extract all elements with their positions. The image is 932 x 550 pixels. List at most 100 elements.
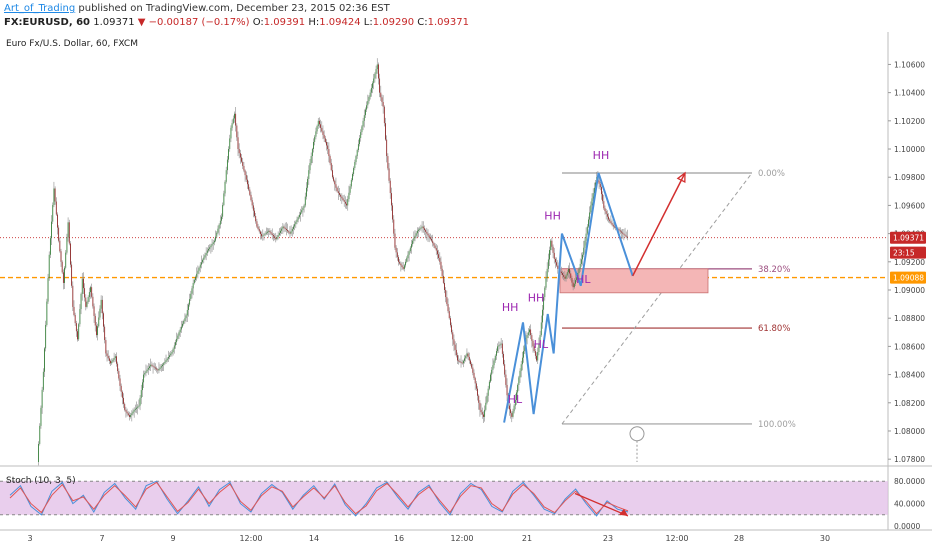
- candle-body: [114, 356, 116, 359]
- candle-body: [52, 205, 54, 222]
- candle-body: [327, 145, 329, 150]
- swing-zigzag: [503, 172, 634, 423]
- y-tick-label: 1.09000: [894, 286, 925, 295]
- candle-body: [159, 367, 161, 369]
- candle-body: [86, 301, 88, 307]
- fib-level-label: 61.80%: [758, 324, 790, 334]
- x-tick-label: 14: [309, 534, 319, 543]
- candle-body: [120, 385, 122, 392]
- candle-body: [100, 299, 102, 309]
- y-tick-label: 1.09600: [894, 201, 925, 210]
- candle-body: [492, 365, 494, 370]
- candle-body: [508, 405, 510, 410]
- candle-body: [604, 208, 606, 212]
- candle-body: [529, 329, 530, 333]
- price-badge: [890, 246, 926, 259]
- candle-body: [550, 240, 552, 251]
- candle-body: [536, 355, 537, 361]
- candle-body: [188, 304, 189, 310]
- candle-body: [524, 344, 526, 352]
- candle-body: [98, 317, 100, 327]
- swing-label: HL: [576, 273, 591, 286]
- candle-body: [293, 226, 294, 229]
- candle-body: [193, 279, 195, 283]
- candle-body: [590, 205, 592, 213]
- candle-body: [196, 273, 198, 277]
- candle-body: [496, 351, 497, 356]
- candle-body: [73, 306, 75, 316]
- published-text: published on TradingView.com, December 2…: [78, 3, 390, 14]
- candle-body: [606, 213, 608, 217]
- x-tick-label: 21: [522, 534, 532, 543]
- candle-body: [202, 259, 204, 263]
- candle-body: [42, 371, 44, 390]
- candle-body: [543, 297, 545, 310]
- swing-label: HH: [593, 149, 610, 162]
- candle-body: [349, 186, 351, 193]
- candle-body: [176, 338, 178, 343]
- candle-body: [512, 411, 514, 417]
- candle-body: [297, 217, 299, 220]
- candle-body: [258, 229, 260, 232]
- candle-body: [523, 351, 524, 358]
- stoch-y-tick-label: 40.0000: [894, 500, 925, 509]
- candle-body: [560, 271, 562, 274]
- candle-body: [513, 405, 515, 412]
- stoch-y-tick-label: 80.0000: [894, 477, 925, 486]
- candle-body: [99, 308, 101, 318]
- candle-body: [107, 355, 109, 359]
- candle-body: [474, 378, 476, 384]
- candle-body: [110, 360, 111, 364]
- candle-body: [506, 384, 508, 396]
- candle-body: [571, 278, 573, 283]
- stoch-y-tick-label: 0.0000: [894, 522, 920, 531]
- us-flag-event-icon[interactable]: [629, 426, 645, 442]
- candle-body: [386, 139, 388, 157]
- candle-body: [504, 364, 506, 375]
- candle-body: [526, 335, 528, 338]
- candle-body: [401, 265, 403, 268]
- candle-body: [521, 357, 523, 365]
- author-link[interactable]: Art_of_Trading: [4, 3, 76, 14]
- candle-body: [341, 196, 343, 199]
- candle-body: [359, 138, 360, 145]
- candle-body: [51, 221, 52, 239]
- chart-title: Euro Fx/U.S. Dollar, 60, FXCM: [6, 39, 138, 49]
- candle-body: [208, 248, 209, 251]
- y-tick-label: 1.08400: [894, 371, 925, 380]
- candle-body: [213, 240, 215, 243]
- candle-body: [243, 165, 245, 171]
- candle-body: [578, 268, 580, 274]
- candle-body: [308, 170, 310, 179]
- candle-body: [191, 288, 193, 294]
- candle-body: [540, 322, 542, 336]
- candle-body: [426, 231, 428, 234]
- candle-body: [367, 101, 369, 106]
- candle-body: [579, 263, 581, 269]
- y-tick-label: 1.10000: [894, 145, 925, 154]
- candle-body: [406, 258, 408, 262]
- candle-body: [388, 168, 390, 181]
- open-value: 1.09391: [263, 17, 306, 28]
- candle-body: [59, 240, 61, 252]
- last-price: 1.09371: [93, 17, 135, 28]
- candle-body: [485, 402, 487, 410]
- candle-body: [422, 226, 424, 229]
- candle-body: [611, 223, 613, 225]
- candle-body: [396, 252, 398, 258]
- candle-body: [45, 324, 47, 349]
- candle-body: [421, 226, 423, 228]
- candle-body: [154, 367, 156, 369]
- candle-body: [54, 188, 56, 202]
- candle-body: [111, 361, 113, 364]
- candle-body: [465, 355, 467, 359]
- candle-body: [143, 374, 145, 383]
- candle-body: [264, 233, 266, 235]
- candle-body: [298, 214, 300, 218]
- y-tick-label: 1.10200: [894, 117, 925, 126]
- symbol-label: FX:EURUSD, 60: [4, 17, 91, 28]
- candle-body: [238, 149, 240, 154]
- candle-body: [158, 368, 160, 371]
- candle-body: [65, 252, 67, 268]
